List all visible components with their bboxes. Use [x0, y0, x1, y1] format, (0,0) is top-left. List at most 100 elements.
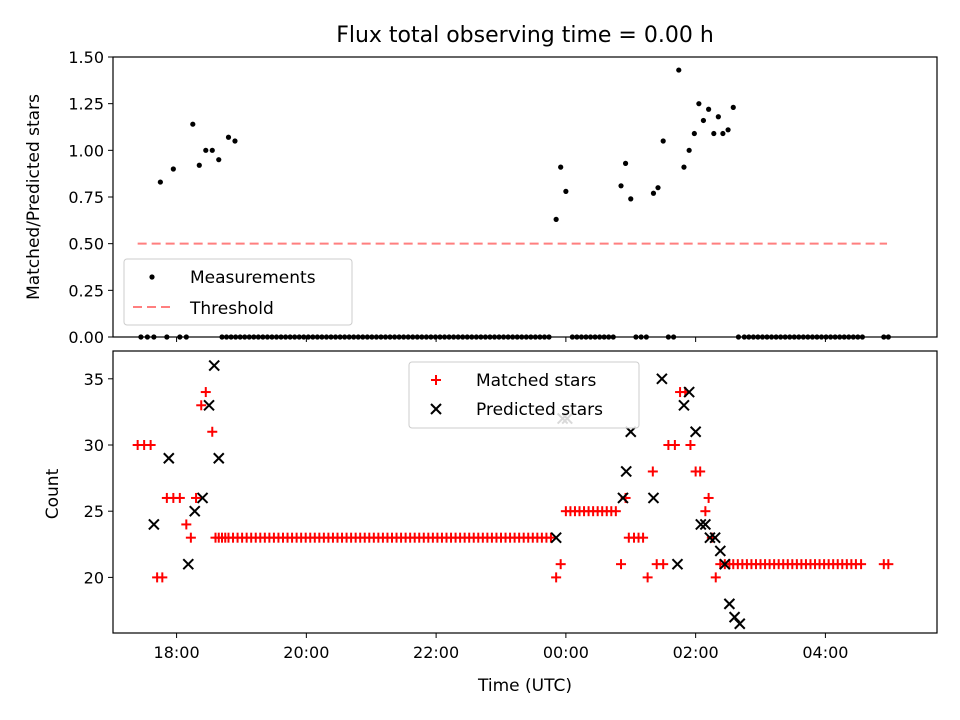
measurement-point: [487, 334, 493, 340]
ratio-axes: 0.00 0.25 0.50 0.75 1.00 1.25 1.50 Matched/Pre…: [24, 48, 938, 347]
predicted-point: [182, 558, 194, 570]
count-xtick-label: 04:00: [802, 643, 848, 662]
measurement-point: [351, 334, 357, 340]
measurement-point: [138, 334, 144, 340]
matched-point: [710, 572, 721, 583]
predicted-point: [714, 545, 727, 557]
predicted-point: [163, 452, 175, 464]
matched-point: [200, 387, 211, 398]
count-ytick-label: 20: [84, 568, 104, 587]
measurement-point: [818, 334, 825, 340]
measurement-point: [832, 334, 838, 340]
measurement-point: [606, 334, 612, 340]
measurement-point: [269, 334, 275, 340]
measurement-point: [446, 334, 452, 340]
measurement-point: [478, 334, 484, 340]
matched-point: [145, 440, 156, 450]
measurement-point: [696, 101, 702, 107]
measurement-point: [396, 334, 402, 340]
measurement-point: [510, 334, 516, 340]
measurement-point: [519, 334, 525, 340]
legend-predicted: Predicted stars: [476, 400, 603, 420]
matched-point: [700, 506, 711, 517]
measurement-point: [725, 127, 731, 133]
measurement-point: [441, 334, 448, 340]
matched-point: [647, 466, 658, 477]
measurement-point: [514, 334, 520, 340]
measurement-point: [432, 334, 439, 340]
count-axes: 20 25 30 35 18:00 20:00 22:00 00:00 02:00 04:00 C…: [43, 350, 938, 696]
ratio-legend: Measurements Threshold: [123, 258, 353, 326]
count-ytick-label: 30: [84, 436, 104, 455]
measurement-point: [643, 334, 649, 340]
measurement-point: [622, 160, 629, 166]
measurement-point: [569, 334, 575, 340]
measurement-point: [373, 334, 380, 340]
predicted-point: [550, 531, 562, 544]
measurement-point: [223, 334, 230, 340]
measurement-point: [655, 185, 661, 191]
measurement-point: [558, 164, 564, 170]
matched-point: [207, 426, 218, 437]
predicted-point: [620, 465, 632, 478]
measurement-point: [500, 334, 507, 340]
measurement-point: [553, 216, 559, 222]
count-xtick-label: 02:00: [673, 643, 719, 662]
legend-matched-marker: [431, 375, 441, 385]
matched-point: [642, 572, 653, 583]
matched-point: [616, 559, 627, 570]
predicted-point: [647, 492, 660, 504]
count-xtick-label: 22:00: [413, 643, 459, 662]
count-ytick-label: 35: [84, 370, 104, 389]
count-points: [132, 359, 894, 630]
predicted-point: [196, 492, 209, 504]
measurement-point: [378, 334, 384, 340]
measurement-point: [601, 334, 607, 340]
predicted-point: [617, 492, 629, 504]
predicted-point: [723, 598, 736, 610]
measurement-point: [301, 334, 307, 340]
measurement-point: [305, 334, 311, 340]
measurement-point: [323, 334, 330, 340]
measurement-point: [151, 334, 157, 340]
measurement-point: [387, 334, 393, 340]
legend-measurement-marker: [149, 274, 155, 280]
measurement-point: [574, 334, 580, 340]
measurement-point: [537, 334, 543, 340]
measurement-point: [296, 334, 302, 340]
measurement-point: [196, 162, 202, 168]
measurement-point: [278, 334, 284, 340]
matched-point: [157, 572, 168, 583]
measurement-point: [319, 334, 325, 340]
measurement-point: [469, 334, 475, 340]
measurement-point: [382, 334, 389, 340]
measurement-point: [823, 334, 829, 340]
ratio-ytick-label: 1.00: [68, 141, 104, 160]
measurement-point: [720, 130, 726, 137]
measurement-point: [233, 334, 239, 340]
measurement-point: [342, 334, 348, 340]
matched-point: [174, 492, 185, 503]
legend-measurements: Measurements: [190, 268, 316, 288]
measurement-point: [225, 134, 232, 140]
measurement-point: [496, 334, 502, 340]
measurement-point: [190, 121, 196, 127]
measurement-point: [706, 106, 712, 112]
measurement-point: [473, 334, 479, 340]
measurement-point: [628, 196, 634, 202]
measurement-point: [881, 334, 887, 340]
ratio-ytick-label: 0.75: [68, 188, 104, 207]
measurement-point: [219, 334, 225, 340]
predicted-point: [671, 558, 684, 570]
count-legend: Matched stars Predicted stars: [408, 361, 640, 429]
measurement-point: [610, 334, 616, 340]
measurement-point: [650, 190, 657, 196]
measurement-point: [170, 166, 176, 172]
measurement-point: [741, 334, 747, 340]
measurement-point: [346, 334, 352, 340]
predicted-point: [148, 518, 160, 531]
measurement-point: [164, 334, 170, 340]
measurement-point: [837, 334, 843, 340]
measurement-point: [203, 147, 209, 153]
measurement-point: [768, 334, 775, 340]
